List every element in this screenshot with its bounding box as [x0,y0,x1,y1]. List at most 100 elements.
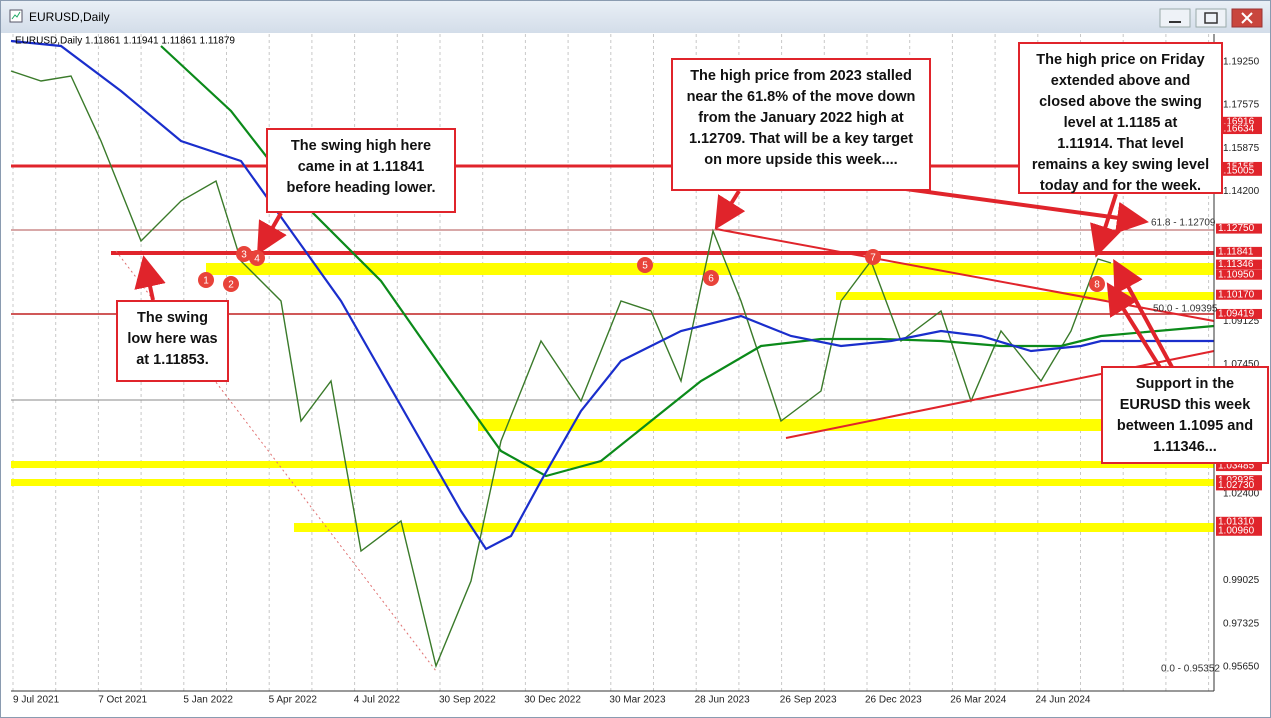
price-box-label: 1.10170 [1218,289,1255,300]
annotation-line: from the January 2022 high at [698,110,904,126]
support-band [836,292,1214,300]
annotation-line: The swing high here [290,138,432,154]
marker [223,276,239,292]
annotation-line: level at 1.1185 at [1063,115,1178,131]
date-label: 30 Mar 2023 [609,695,666,706]
annotation-line: 1.12709. That will be a key target [688,131,914,147]
window-title: EURUSD,Daily [29,10,110,24]
price-box [1216,259,1262,270]
price-box [1216,246,1262,257]
price-label: 1.17575 [1223,100,1260,111]
price-box [1216,289,1262,300]
price-box-label: 1.15005 [1218,165,1255,176]
annotation-line: 1.11914. That level [1057,136,1184,152]
fib-level: 61.8 - 1.12709 [1151,218,1216,229]
annotation-line: 1.11346... [1153,439,1217,455]
date-label: 28 Jun 2023 [695,695,750,706]
price-box-label: 1.00960 [1218,525,1255,536]
marker-label: 7 [870,253,876,264]
price-box [1216,269,1262,280]
window-buttons[interactable] [1156,7,1266,29]
annotation-line: low here was [127,331,218,347]
app-icon [9,9,23,23]
date-label: 26 Sep 2023 [780,695,837,706]
annotation-line: on more upside this week.... [704,152,898,168]
fib-level: 50.0 - 1.09395 [1153,304,1218,315]
annotation: The swing high here came in at 1.11841 bef… [266,128,456,213]
price-box [1216,308,1262,319]
price-box [1216,116,1262,127]
annotation-line: extended above and [1050,73,1191,89]
price-box [1216,461,1262,472]
price-box-label: 1.16634 [1218,124,1255,135]
date-label: 7 Oct 2021 [98,695,147,706]
price-label: 1.14200 [1223,186,1260,197]
price-label: 1.19250 [1223,57,1260,68]
price-box-label: 1.09419 [1218,309,1255,320]
marker [236,246,252,262]
price-label: 1.15875 [1223,143,1260,154]
price-label: 0.99025 [1223,575,1260,586]
annotation-line: before heading lower. [286,180,436,196]
marker [249,250,265,266]
price-box-label: 1.16916 [1218,116,1255,127]
price-box-label: 1.12750 [1218,223,1255,234]
price-label: 0.97325 [1223,619,1260,630]
marker-label: 1 [203,276,209,287]
annotation: The high price on Friday extended above a… [1018,42,1223,194]
annotation-line: today and for the week. [1039,178,1202,194]
date-label: 9 Jul 2021 [13,695,60,706]
annotation-line: The high price on Friday [1036,52,1205,68]
price-box [1216,223,1262,234]
annotation-line: Support in the [1135,376,1235,392]
price-label: 0.95650 [1223,662,1260,673]
price-box-label: 1.02730 [1218,480,1255,491]
date-label: 4 Jul 2022 [354,695,401,706]
annotation: The high price from 2023 stalled near the… [671,58,931,191]
price-box-label: 1.01310 [1218,516,1255,527]
marker [198,272,214,288]
marker-label: 5 [642,261,648,272]
price-box [1216,480,1262,491]
date-label: 30 Dec 2022 [524,695,581,706]
annotation-line: between 1.1095 and [1116,418,1254,434]
date-label: 26 Dec 2023 [865,695,922,706]
date-label: 5 Jan 2022 [183,695,233,706]
date-label: 5 Apr 2022 [269,695,318,706]
marker [865,249,881,265]
price-box [1216,475,1262,486]
marker [1089,276,1105,292]
chart-header: EURUSD,Daily 1.11861 1.11941 1.11861 1.1… [15,36,235,47]
annotation-line: closed above the swing [1039,94,1202,110]
annotation-line: The swing [137,310,208,326]
annotation-line: at 1.11853. [136,352,209,368]
price-box [1216,124,1262,135]
support-band [478,419,1101,431]
date-label: 26 Mar 2024 [950,695,1007,706]
price-box-label: 1.11841 [1218,247,1254,258]
support-band [11,479,1214,486]
price-label: 1.09125 [1223,316,1260,327]
annotation-line: near the 61.8% of the move down [686,89,916,105]
annotation: The swing low here was at 1.11853. [116,300,229,382]
marker-label: 4 [254,254,260,265]
marker [637,257,653,273]
marker [703,270,719,286]
fib-level: 0.0 - 0.95352 [1161,664,1220,675]
price-box-label: 1.10950 [1218,269,1255,280]
date-label: 30 Sep 2022 [439,695,496,706]
annotation-line: came in at 1.11841 [297,159,425,175]
support-band [11,461,1214,468]
marker-label: 8 [1094,280,1100,291]
annotation: Support in the EURUSD this week between 1.… [1101,366,1269,464]
price-box-label: 1.11346 [1218,259,1254,270]
marker-label: 6 [708,274,714,285]
price-box-label: 1.03485 [1218,461,1255,472]
support-band [294,523,1214,532]
title-bar: EURUSD,Daily [1,1,1270,33]
date-label: 24 Jun 2024 [1035,695,1090,706]
marker-label: 3 [241,250,247,261]
price-box-label: 1.02935 [1218,475,1255,486]
annotation-line: EURUSD this week [1119,397,1251,413]
